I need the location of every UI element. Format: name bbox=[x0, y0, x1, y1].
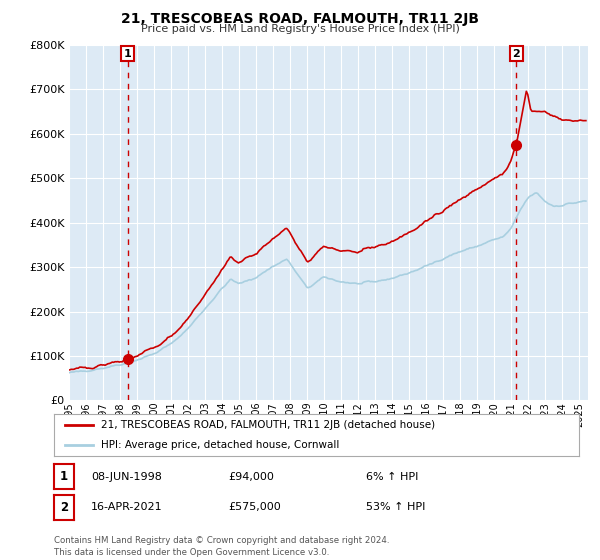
Text: 2: 2 bbox=[512, 49, 520, 59]
Text: 2: 2 bbox=[60, 501, 68, 514]
Text: 1: 1 bbox=[60, 470, 68, 483]
Text: Price paid vs. HM Land Registry's House Price Index (HPI): Price paid vs. HM Land Registry's House … bbox=[140, 24, 460, 34]
Text: Contains HM Land Registry data © Crown copyright and database right 2024.
This d: Contains HM Land Registry data © Crown c… bbox=[54, 536, 389, 557]
Text: 21, TRESCOBEAS ROAD, FALMOUTH, TR11 2JB: 21, TRESCOBEAS ROAD, FALMOUTH, TR11 2JB bbox=[121, 12, 479, 26]
Text: 53% ↑ HPI: 53% ↑ HPI bbox=[366, 502, 425, 512]
Text: £94,000: £94,000 bbox=[228, 472, 274, 482]
Text: 1: 1 bbox=[124, 49, 131, 59]
Text: 16-APR-2021: 16-APR-2021 bbox=[91, 502, 163, 512]
Text: 08-JUN-1998: 08-JUN-1998 bbox=[91, 472, 162, 482]
Text: 21, TRESCOBEAS ROAD, FALMOUTH, TR11 2JB (detached house): 21, TRESCOBEAS ROAD, FALMOUTH, TR11 2JB … bbox=[101, 421, 436, 430]
Text: 6% ↑ HPI: 6% ↑ HPI bbox=[366, 472, 418, 482]
Text: HPI: Average price, detached house, Cornwall: HPI: Average price, detached house, Corn… bbox=[101, 440, 340, 450]
Text: £575,000: £575,000 bbox=[228, 502, 281, 512]
